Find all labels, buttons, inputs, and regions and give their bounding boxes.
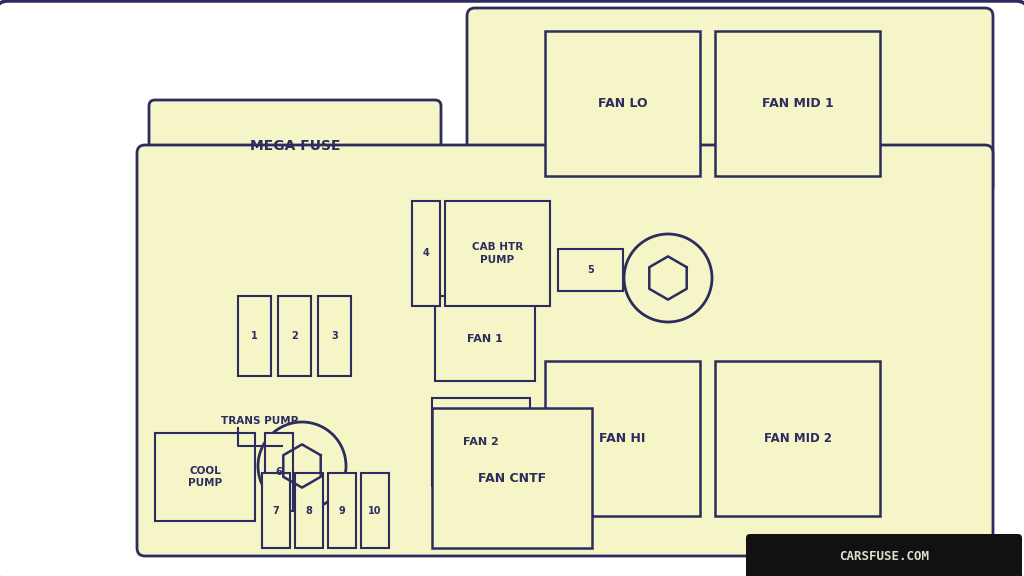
Bar xyxy=(278,296,311,376)
Text: 2: 2 xyxy=(291,331,298,341)
Bar xyxy=(545,31,700,176)
Text: FAN MID 1: FAN MID 1 xyxy=(762,97,834,110)
Bar xyxy=(545,361,700,516)
Circle shape xyxy=(258,422,346,510)
Text: 10: 10 xyxy=(369,506,382,516)
Bar xyxy=(715,361,880,516)
Bar xyxy=(318,296,351,376)
Text: FAN 2: FAN 2 xyxy=(463,437,499,447)
Bar xyxy=(412,201,440,306)
Bar xyxy=(328,473,356,548)
Bar xyxy=(155,433,255,521)
Bar xyxy=(432,398,530,486)
Circle shape xyxy=(624,234,712,322)
FancyBboxPatch shape xyxy=(467,8,993,194)
Bar xyxy=(238,296,271,376)
Text: TRANS PUMP: TRANS PUMP xyxy=(221,416,299,426)
Text: 8: 8 xyxy=(305,506,312,516)
Text: 7: 7 xyxy=(272,506,280,516)
Text: COOL
PUMP: COOL PUMP xyxy=(188,466,222,488)
Text: 4: 4 xyxy=(423,248,429,259)
FancyBboxPatch shape xyxy=(137,145,993,556)
Text: 1: 1 xyxy=(251,331,258,341)
FancyBboxPatch shape xyxy=(150,100,441,192)
Bar xyxy=(445,201,550,306)
Bar xyxy=(435,296,535,381)
Bar xyxy=(558,249,623,291)
Text: CAB HTR
PUMP: CAB HTR PUMP xyxy=(472,242,523,265)
Text: FAN CNTF: FAN CNTF xyxy=(478,472,546,484)
Bar xyxy=(432,408,592,548)
Text: FAN MID 2: FAN MID 2 xyxy=(764,432,831,445)
Text: MEGA FUSE: MEGA FUSE xyxy=(250,139,340,153)
Text: 5: 5 xyxy=(587,265,594,275)
FancyBboxPatch shape xyxy=(746,534,1022,576)
Text: 6: 6 xyxy=(275,467,283,477)
Bar xyxy=(262,473,290,548)
Text: 9: 9 xyxy=(339,506,345,516)
Text: 3: 3 xyxy=(331,331,338,341)
Text: CARSFUSE.COM: CARSFUSE.COM xyxy=(839,551,929,563)
Text: FAN LO: FAN LO xyxy=(598,97,647,110)
Bar xyxy=(295,473,323,548)
Text: FAN 1: FAN 1 xyxy=(467,334,503,343)
Bar xyxy=(715,31,880,176)
Bar xyxy=(265,433,293,511)
Text: FAN HI: FAN HI xyxy=(599,432,646,445)
Bar xyxy=(361,473,389,548)
